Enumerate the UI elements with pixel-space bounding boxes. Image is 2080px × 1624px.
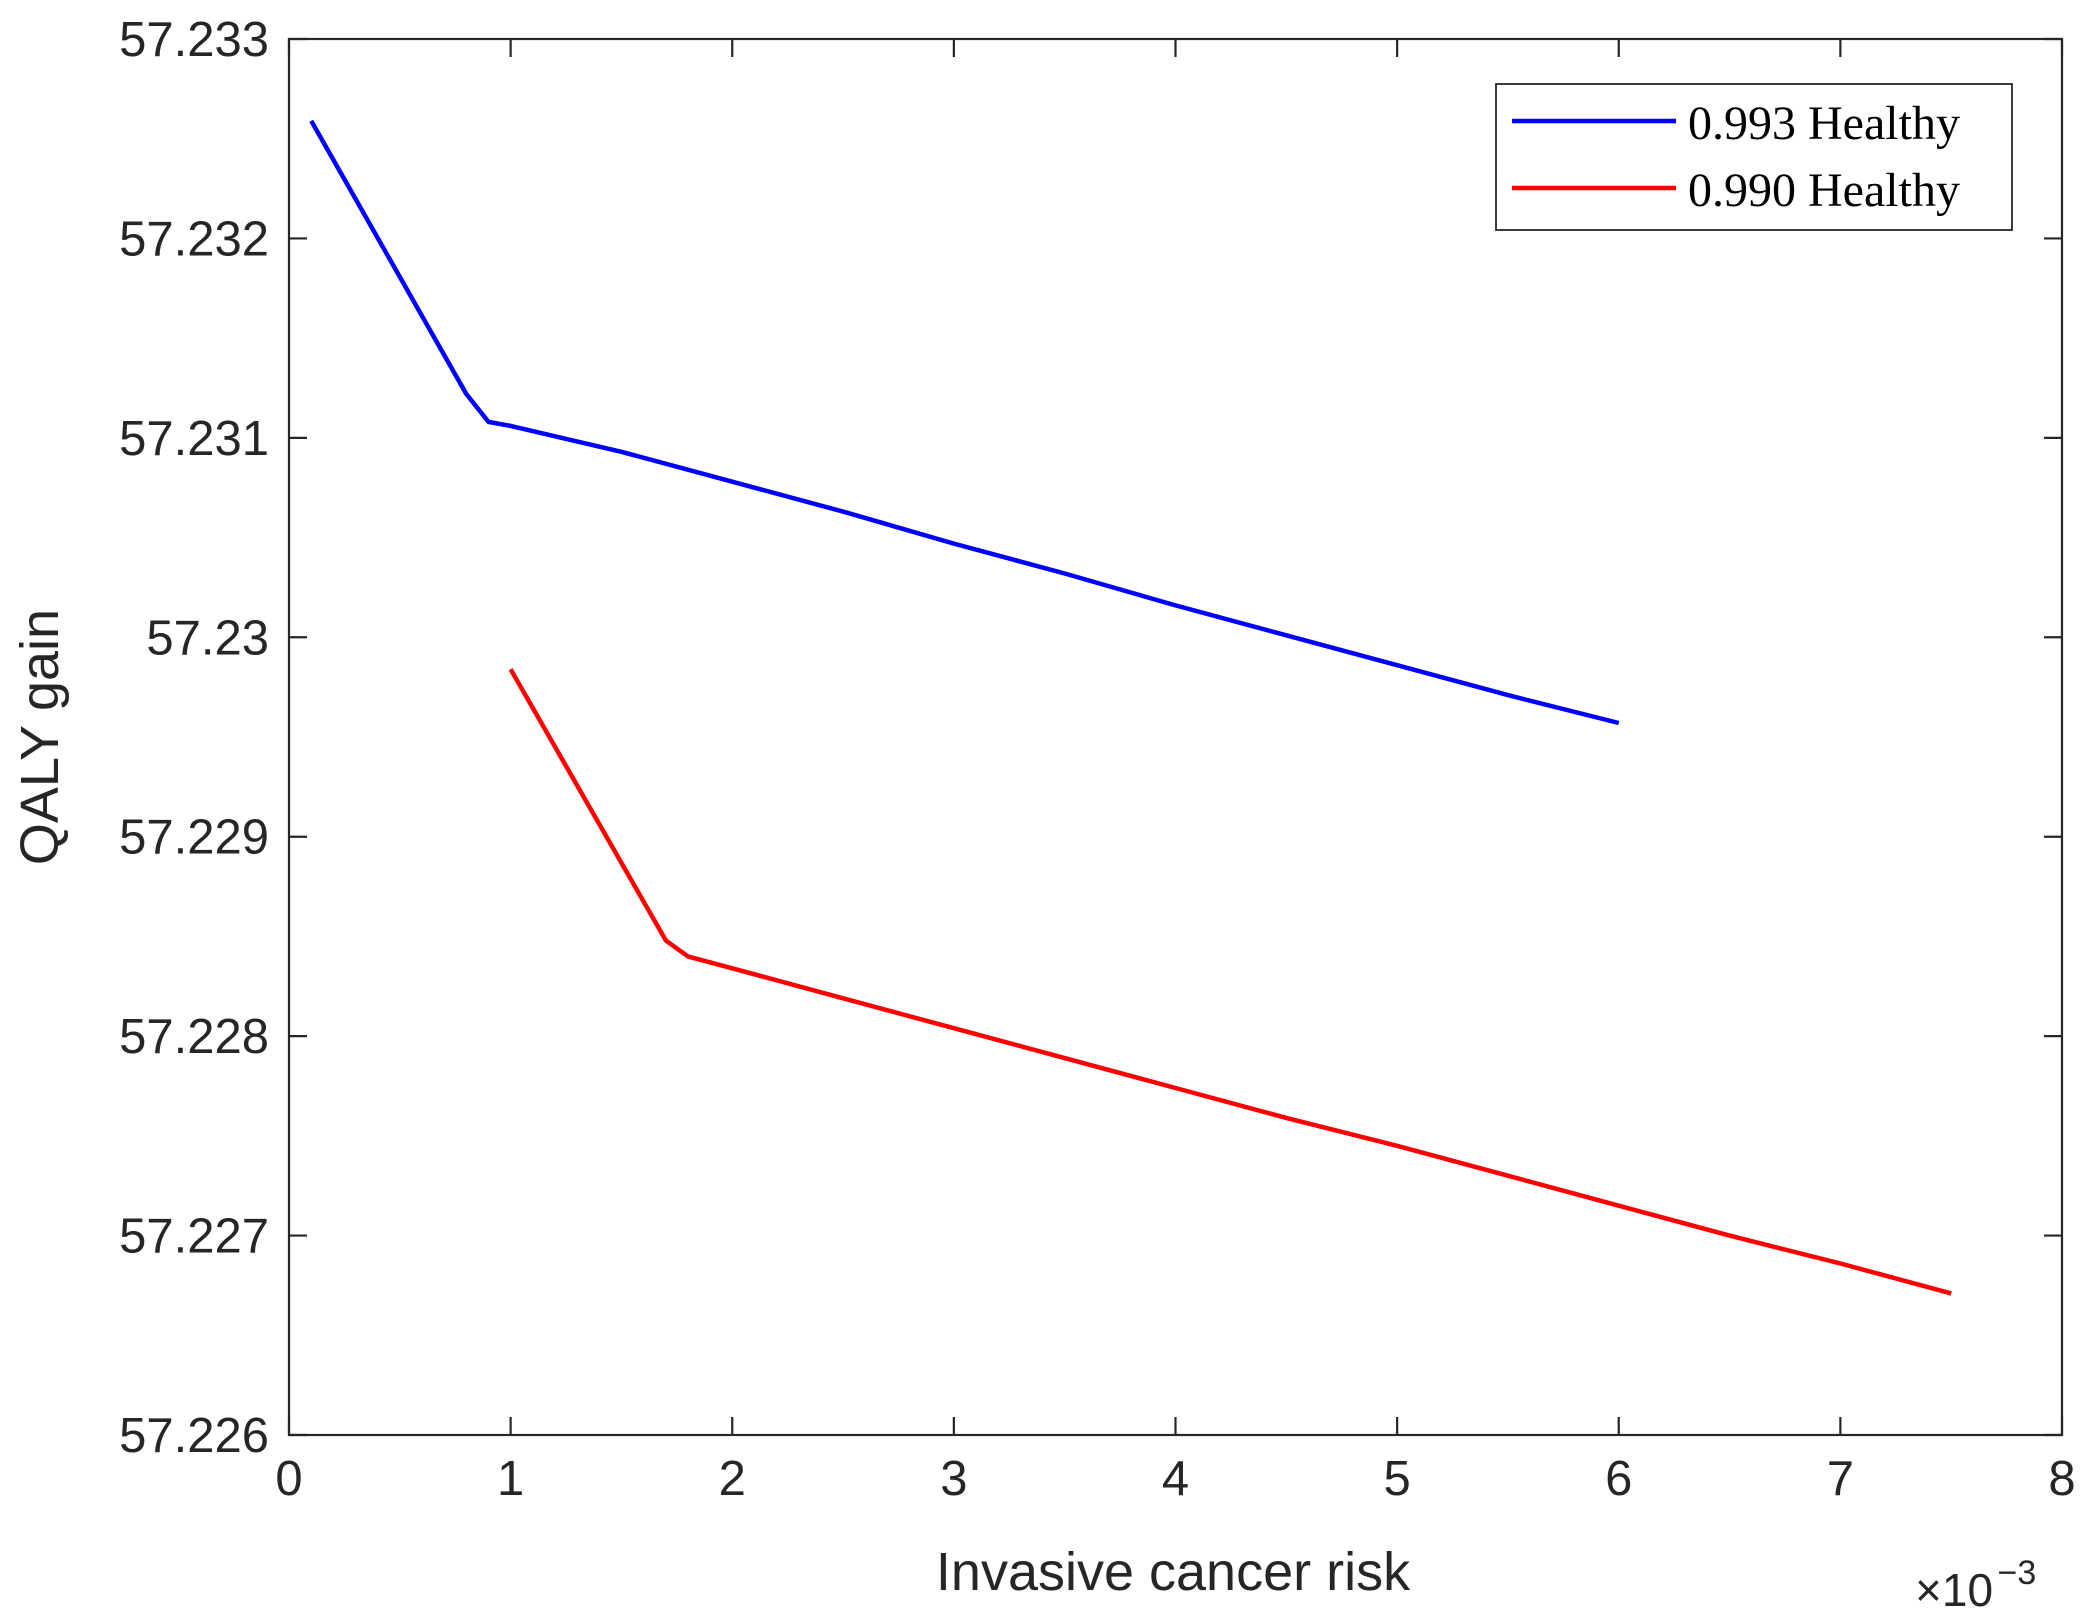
x-axis-title: Invasive cancer risk	[936, 1542, 1411, 1602]
y-tick-label: 57.231	[119, 412, 269, 466]
x-tick-label: 2	[719, 1452, 746, 1506]
y-tick-label: 57.226	[119, 1409, 269, 1463]
legend-box	[1495, 83, 2013, 231]
x-axis-ticks	[287, 39, 2064, 1435]
legend-label-red: 0.990 Healthy	[1688, 164, 1960, 217]
y-tick-label: 57.232	[119, 212, 269, 266]
y-axis-tick-labels: 57.226 57.227 57.228 57.229 57.23 57.231 57.23…	[119, 13, 269, 1463]
series-lines	[309, 119, 1952, 1296]
x-tick-label: 3	[940, 1452, 967, 1506]
x-tick-label: 8	[2048, 1452, 2075, 1506]
y-tick-label: 57.229	[119, 811, 269, 865]
x-axis-exponent-base: ×10	[1915, 1564, 1993, 1616]
series-line-blue	[309, 119, 1620, 726]
x-tick-label: 4	[1162, 1452, 1189, 1506]
x-axis-exponent-power: −3	[1997, 1554, 2036, 1592]
series-line-red	[508, 668, 1952, 1296]
y-tick-label: 57.227	[119, 1210, 269, 1264]
y-axis-ticks	[289, 37, 2062, 1437]
plot-area	[287, 37, 2064, 1437]
legend: 0.993 Healthy 0.990 Healthy	[1495, 83, 2013, 231]
x-axis-tick-labels: 0 1 2 3 4 5 6 7 8	[275, 1452, 2075, 1506]
x-axis-exponent: ×10 −3	[1915, 1554, 2036, 1616]
x-tick-label: 5	[1383, 1452, 1410, 1506]
y-tick-label: 57.228	[119, 1010, 269, 1064]
legend-label-blue: 0.993 Healthy	[1688, 97, 1960, 150]
x-tick-label: 0	[275, 1452, 302, 1506]
axes-frame	[287, 37, 2064, 1437]
y-tick-label: 57.23	[146, 611, 269, 665]
y-tick-label: 57.233	[119, 13, 269, 67]
x-tick-label: 1	[497, 1452, 524, 1506]
y-axis-title: QALY gain	[10, 609, 70, 865]
x-tick-label: 7	[1827, 1452, 1854, 1506]
x-tick-label: 6	[1605, 1452, 1632, 1506]
